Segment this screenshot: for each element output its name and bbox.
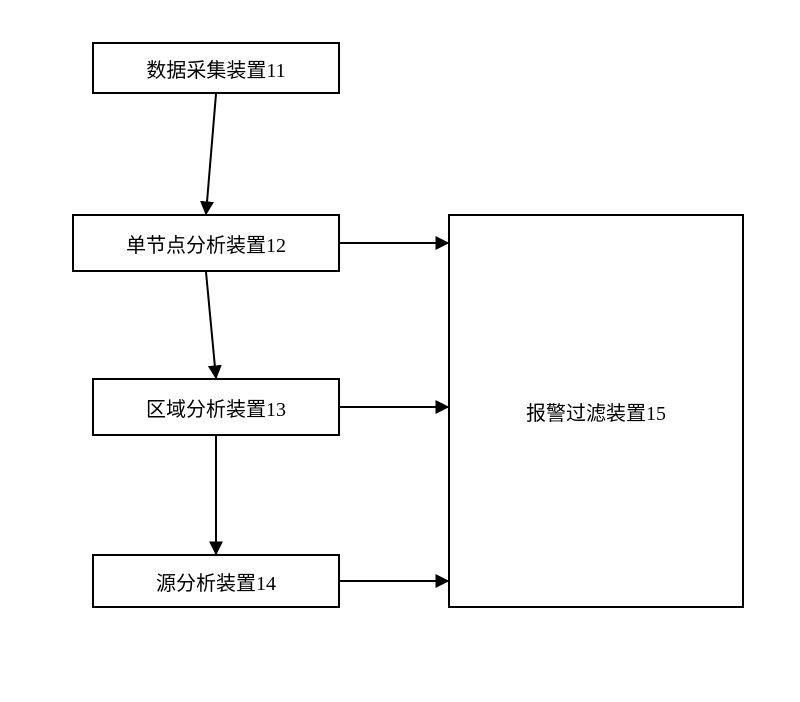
node-region-analysis: 区域分析装置13 bbox=[92, 378, 340, 436]
edge bbox=[206, 94, 216, 214]
node-data-collection: 数据采集装置11 bbox=[92, 42, 340, 94]
node-label: 报警过滤装置15 bbox=[526, 397, 666, 426]
node-label: 区域分析装置13 bbox=[146, 393, 286, 422]
node-single-node-analysis: 单节点分析装置12 bbox=[72, 214, 340, 272]
node-alarm-filter: 报警过滤装置15 bbox=[448, 214, 744, 608]
node-label: 数据采集装置11 bbox=[146, 54, 285, 83]
node-label: 单节点分析装置12 bbox=[126, 229, 286, 258]
node-label: 源分析装置14 bbox=[156, 567, 276, 596]
edge bbox=[206, 272, 216, 378]
node-source-analysis: 源分析装置14 bbox=[92, 554, 340, 608]
flowchart-canvas: 数据采集装置11 单节点分析装置12 区域分析装置13 源分析装置14 报警过滤… bbox=[0, 0, 800, 702]
